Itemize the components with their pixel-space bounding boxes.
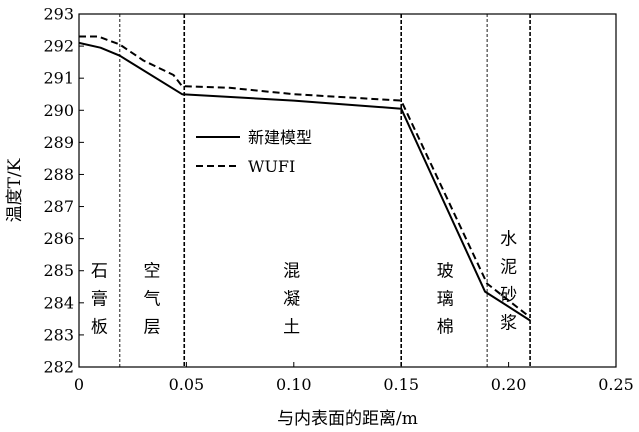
y-tick-label: 291 — [43, 69, 74, 88]
layer-label-char: 璃 — [437, 290, 454, 310]
layer-label-char: 水 — [500, 230, 517, 250]
y-tick-label: 286 — [43, 229, 74, 248]
series-line-wufi — [79, 35, 531, 319]
y-tick-label: 287 — [43, 197, 74, 216]
y-axis-title: 温度T/K — [5, 158, 25, 222]
layer-label-char: 砂 — [500, 286, 517, 306]
x-tick-label: 0.25 — [598, 375, 634, 394]
layer-label-char: 石 — [91, 262, 108, 282]
y-tick-label: 285 — [43, 261, 74, 280]
x-axis-title: 与内表面的距离/m — [277, 409, 418, 429]
y-tick-label: 282 — [43, 358, 74, 377]
x-tick-label: 0.15 — [383, 375, 419, 394]
series-lines — [78, 35, 531, 322]
plot-frame — [78, 13, 617, 368]
layer-label-char: 空 — [144, 262, 161, 282]
layer-label-char: 气 — [144, 290, 161, 310]
y-tick-label: 292 — [43, 37, 74, 56]
axis-ticks: 0 0.05 0.10 0.15 0.20 0.25 282 283 284 285 286 287 2… — [43, 5, 633, 395]
y-tick-label: 284 — [43, 293, 74, 312]
layer-label-char: 凝 — [283, 290, 300, 310]
legend: 新建模型 WUFI — [196, 128, 312, 176]
y-tick-label: 293 — [43, 5, 74, 24]
legend-label-wufi: WUFI — [248, 157, 295, 176]
x-tick-label: 0.05 — [169, 375, 205, 394]
x-tick-label: 0.10 — [276, 375, 312, 394]
layer-label-char: 板 — [91, 318, 108, 338]
x-tick-label: 0 — [74, 375, 84, 394]
series-line-new-model — [78, 41, 531, 322]
layer-label-char: 泥 — [500, 258, 517, 278]
y-tick-label: 283 — [43, 325, 74, 344]
layer-label-char: 棉 — [437, 318, 454, 338]
layer-label-char: 浆 — [500, 314, 517, 334]
layer-label-char: 膏 — [91, 289, 108, 310]
y-tick-label: 290 — [43, 101, 74, 120]
layer-label-char: 层 — [144, 318, 161, 338]
layer-label-char: 土 — [283, 318, 300, 338]
layer-label-char: 混 — [283, 262, 300, 282]
legend-label-new-model: 新建模型 — [248, 128, 312, 147]
layer-label-char: 玻 — [437, 262, 454, 282]
x-tick-label: 0.20 — [491, 375, 527, 394]
y-tick-label: 288 — [43, 165, 74, 184]
layer-boundaries — [119, 14, 531, 367]
y-tick-label: 289 — [43, 133, 74, 152]
